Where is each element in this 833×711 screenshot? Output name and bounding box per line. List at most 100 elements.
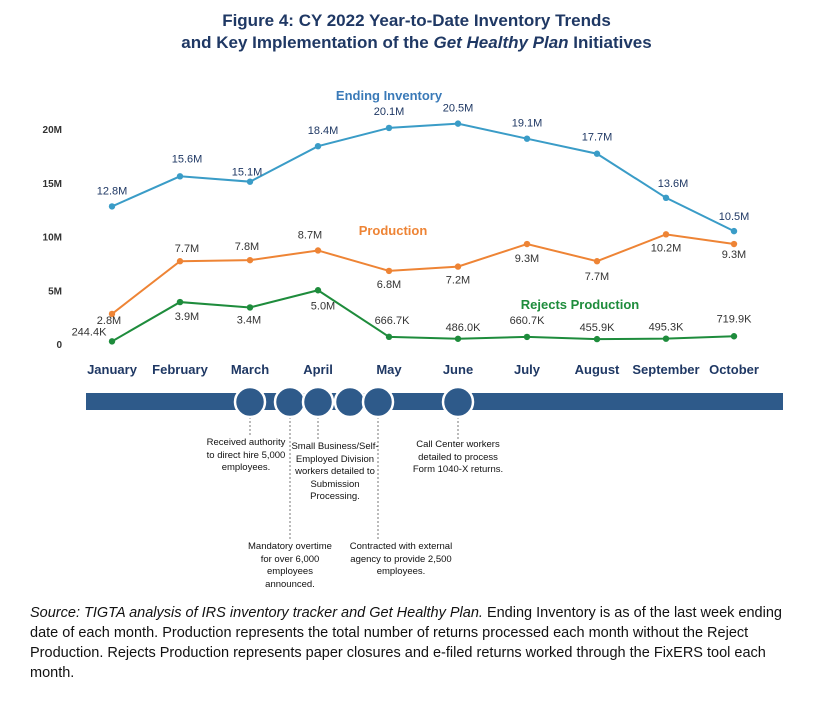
note-april-sbse: Small Business/Self-Employed Division wo… <box>291 441 379 502</box>
figure-title-line2-pre: and Key Implementation of the <box>181 33 434 52</box>
timeline-milestone-1 <box>273 385 307 419</box>
point-1-6 <box>523 240 531 248</box>
point-1-8 <box>662 231 670 238</box>
point-0-6 <box>523 135 531 142</box>
data-label-0-4: 20.1M <box>374 106 405 118</box>
point-0-5 <box>454 120 462 127</box>
timeline-milestone-0 <box>233 385 267 419</box>
x-tick-label-april: April <box>303 362 333 377</box>
data-label-1-7: 7.7M <box>585 271 609 283</box>
data-label-2-9: 719.9K <box>717 313 753 325</box>
point-1-7 <box>593 258 601 265</box>
data-label-1-5: 7.2M <box>446 275 470 287</box>
y-tick-label-4: 20M <box>43 125 62 136</box>
point-2-2 <box>246 304 254 311</box>
point-0-3 <box>314 143 322 150</box>
data-label-2-0: 244.4K <box>72 326 108 338</box>
point-2-0 <box>108 338 116 345</box>
timeline-bar <box>86 393 783 410</box>
point-2-1 <box>176 298 184 306</box>
y-tick-label-0: 0 <box>56 340 62 351</box>
x-tick-label-august: August <box>575 362 620 377</box>
point-0-8 <box>662 194 670 201</box>
data-label-2-4: 666.7K <box>375 315 411 327</box>
figure-title-line2: and Key Implementation of the Get Health… <box>0 32 833 54</box>
data-label-2-6: 660.7K <box>510 315 546 327</box>
point-1-2 <box>246 256 254 264</box>
data-label-0-6: 19.1M <box>512 118 543 130</box>
note-march-overtime: Mandatory overtime for over 6,000 employ… <box>248 541 332 590</box>
data-label-0-0: 12.8M <box>97 185 128 197</box>
x-tick-label-march: March <box>231 362 269 377</box>
source-rest: Ending Inventory is as of the last week … <box>30 605 782 681</box>
series-line-production <box>111 233 735 315</box>
data-label-2-2: 3.4M <box>237 314 261 326</box>
inventory-chart: 0 5M 10M 15M 20M January February March April May… <box>43 88 783 541</box>
timeline-milestone-4 <box>361 385 395 419</box>
series-title-ending-inventory: Ending Inventory <box>336 88 443 103</box>
y-tick-label-2: 10M <box>43 233 62 244</box>
data-label-1-8: 10.2M <box>651 242 682 254</box>
data-label-1-6: 9.3M <box>515 253 539 265</box>
data-label-1-9: 9.3M <box>722 249 746 261</box>
x-tick-label-october: October <box>709 362 759 377</box>
point-0-9 <box>730 227 738 235</box>
source-italic: Source: TIGTA analysis of IRS inventory … <box>30 605 483 621</box>
point-2-5 <box>454 335 462 342</box>
data-label-1-4: 6.8M <box>377 279 401 291</box>
point-2-6 <box>523 333 531 341</box>
point-2-9 <box>730 333 738 340</box>
data-label-0-7: 17.7M <box>582 132 613 144</box>
data-label-1-1: 7.7M <box>175 243 199 255</box>
x-tick-label-february: February <box>152 362 208 377</box>
point-2-4 <box>385 333 393 341</box>
figure-title-line2-italic: Get Healthy Plan <box>433 33 569 52</box>
x-tick-label-june: June <box>443 362 473 377</box>
series-line-rejects-production <box>111 289 735 343</box>
point-1-1 <box>176 258 184 265</box>
note-june-callcenter: Call Center workers detailed to process … <box>412 439 504 475</box>
data-label-2-1: 3.9M <box>175 311 199 323</box>
timeline-milestone-3 <box>333 385 367 419</box>
x-tick-label-january: January <box>87 362 138 377</box>
figure-title-line2-post: Initiatives <box>568 33 652 52</box>
point-0-4 <box>385 124 393 132</box>
source-note: Source: TIGTA analysis of IRS inventory … <box>30 603 810 683</box>
data-label-2-3: 5.0M <box>311 300 335 312</box>
point-0-2 <box>246 178 254 185</box>
x-tick-label-july: July <box>514 362 541 377</box>
data-label-1-3: 8.7M <box>298 229 322 241</box>
figure-title: Figure 4: CY 2022 Year-to-Date Inventory… <box>0 10 833 54</box>
point-1-9 <box>730 240 738 248</box>
data-label-2-8: 495.3K <box>649 322 685 334</box>
point-1-4 <box>385 267 393 275</box>
point-2-8 <box>662 335 670 342</box>
series-title-production: Production <box>359 223 428 238</box>
point-1-5 <box>454 263 462 270</box>
point-2-3 <box>314 287 322 294</box>
point-0-0 <box>108 203 116 210</box>
data-label-2-5: 486.0K <box>446 322 482 334</box>
figure-title-line1: Figure 4: CY 2022 Year-to-Date Inventory… <box>222 11 611 30</box>
series-title-rejects-production: Rejects Production <box>521 297 640 312</box>
data-label-0-1: 15.6M <box>172 153 203 165</box>
data-label-0-2: 15.1M <box>232 167 263 179</box>
y-tick-label-1: 5M <box>48 286 62 297</box>
point-1-0 <box>108 310 116 318</box>
timeline-milestone-2 <box>301 385 335 419</box>
data-label-0-8: 13.6M <box>658 178 689 190</box>
data-label-1-0: 2.8M <box>97 315 121 327</box>
note-may-contract: Contracted with external agency to provi… <box>349 541 453 577</box>
series-line-ending-inventory <box>111 122 735 233</box>
data-label-0-5: 20.5M <box>443 103 474 115</box>
data-label-0-9: 10.5M <box>719 211 750 223</box>
point-2-7 <box>593 335 601 343</box>
data-label-2-7: 455.9K <box>580 322 616 334</box>
timeline-milestone-5 <box>441 385 475 419</box>
data-label-1-2: 7.8M <box>235 241 259 253</box>
x-tick-label-september: September <box>632 362 699 377</box>
y-tick-label-3: 15M <box>43 179 62 190</box>
note-march-hire: Received authority to direct hire 5,000 … <box>206 437 286 473</box>
x-tick-label-may: May <box>376 362 402 377</box>
point-0-1 <box>176 173 184 180</box>
